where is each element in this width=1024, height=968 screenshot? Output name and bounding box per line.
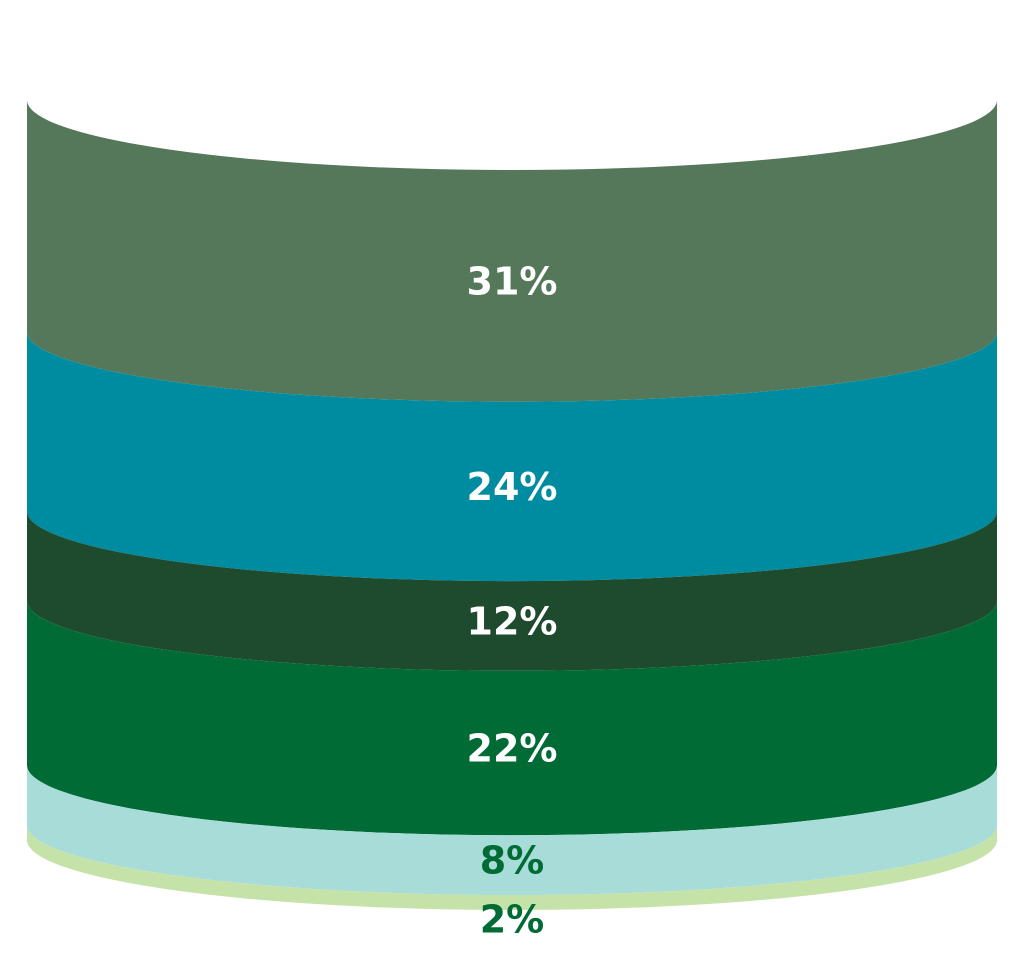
value-label: 2%	[480, 898, 545, 942]
cylinder-segment	[27, 511, 997, 671]
value-label: 12%	[467, 599, 558, 643]
value-label: 24%	[467, 465, 558, 509]
value-label: 22%	[467, 727, 558, 771]
value-label: 31%	[467, 259, 558, 303]
cylinder-segment	[27, 825, 997, 910]
value-label: 8%	[480, 839, 545, 883]
cylinder-segment	[27, 331, 997, 582]
cylinder-segment	[27, 600, 997, 836]
cylinder-segment	[27, 765, 997, 896]
cylinder-segment	[27, 100, 997, 402]
